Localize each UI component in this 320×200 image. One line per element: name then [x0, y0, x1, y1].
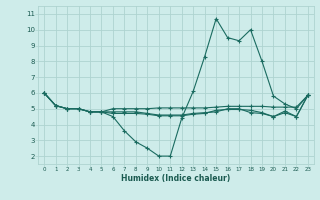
X-axis label: Humidex (Indice chaleur): Humidex (Indice chaleur) [121, 174, 231, 183]
